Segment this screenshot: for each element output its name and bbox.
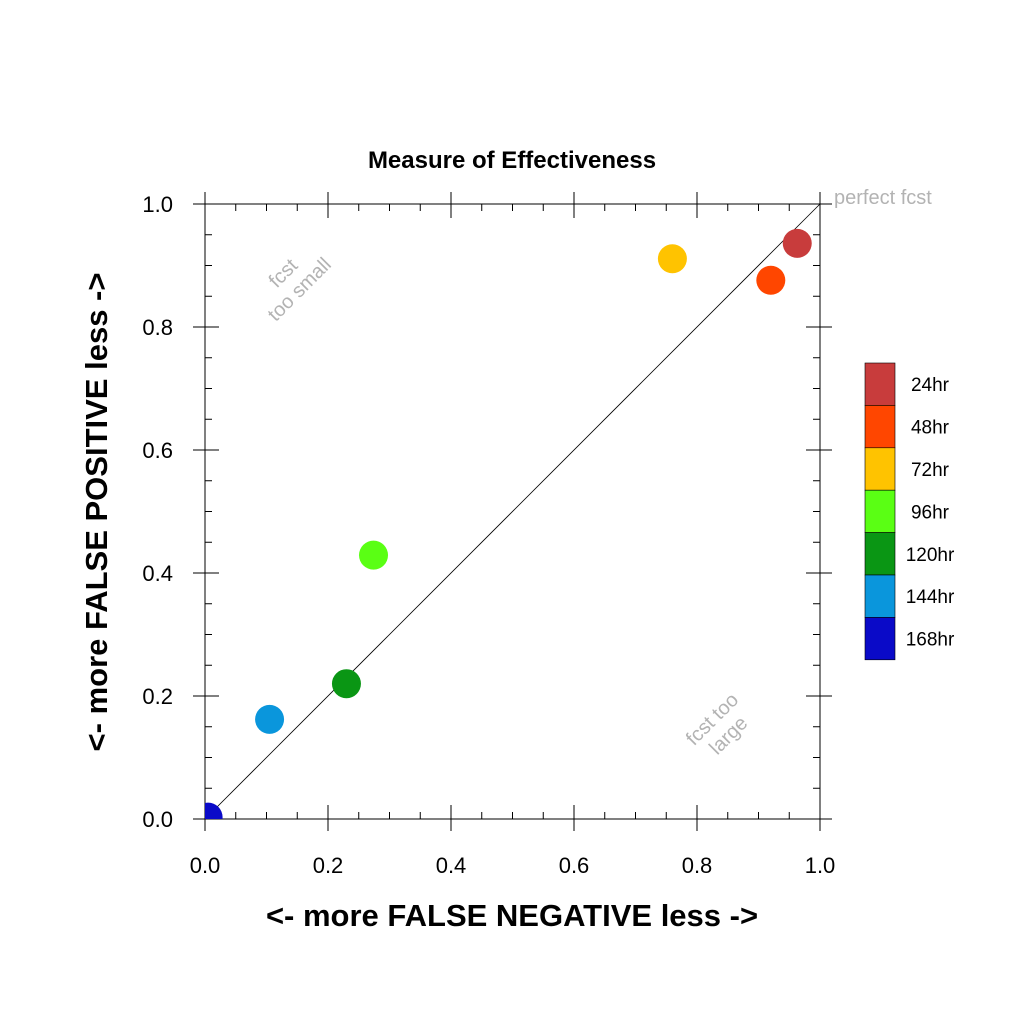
data-point-72hr xyxy=(657,244,687,274)
x-tick-labels: 0.0 0.2 0.4 0.6 0.8 1.0 xyxy=(190,853,836,878)
x-tick-label: 0.8 xyxy=(682,853,713,878)
y-tick-label: 0.0 xyxy=(142,807,173,832)
legend-swatch-48hr xyxy=(864,405,896,449)
legend-label-96hr: 96hr xyxy=(911,502,950,523)
y-tick-labels: 0.0 0.2 0.4 0.6 0.8 1.0 xyxy=(142,192,173,832)
annotation-fcst-too-large: fcst too large xyxy=(682,689,752,759)
legend-swatch-72hr xyxy=(864,447,896,491)
x-tick-label: 0.4 xyxy=(436,853,467,878)
data-point-120hr xyxy=(331,669,361,699)
y-tick-label: 1.0 xyxy=(142,192,173,217)
x-axis-label: <- more FALSE NEGATIVE less -> xyxy=(266,898,758,933)
data-point-144hr xyxy=(255,704,285,734)
data-point-168hr xyxy=(205,802,223,819)
chart-title: Measure of Effectiveness xyxy=(368,147,656,174)
annotation-perfect-fcst: perfect fcst xyxy=(834,187,932,209)
y-tick-label: 0.2 xyxy=(142,684,173,709)
legend-swatch-120hr xyxy=(864,532,896,576)
x-tick-label: 0.0 xyxy=(190,853,221,878)
legend-label-144hr: 144hr xyxy=(906,587,955,608)
axis-ticks xyxy=(193,192,832,831)
legend-label-48hr: 48hr xyxy=(911,418,950,439)
data-point-24hr xyxy=(782,228,812,258)
legend-label-24hr: 24hr xyxy=(911,375,950,396)
y-tick-label: 0.8 xyxy=(142,315,173,340)
data-point-96hr xyxy=(359,540,389,570)
x-tick-label: 0.2 xyxy=(313,853,344,878)
x-tick-label: 1.0 xyxy=(805,853,836,878)
y-tick-label: 0.6 xyxy=(142,438,173,463)
legend-swatch-24hr xyxy=(864,362,896,406)
legend-label-120hr: 120hr xyxy=(906,545,955,566)
perfect-forecast-diagonal xyxy=(204,203,821,820)
legend-swatch-144hr xyxy=(864,574,896,618)
annotation-small-line2: too small xyxy=(264,254,336,326)
legend-label-72hr: 72hr xyxy=(911,460,950,481)
legend: 24hr 48hr 72hr 96hr 120hr 144hr 168hr xyxy=(864,362,955,661)
data-points xyxy=(205,228,812,819)
legend-swatch-96hr xyxy=(864,489,896,533)
legend-label-168hr: 168hr xyxy=(906,630,955,651)
legend-swatch-168hr xyxy=(864,617,896,661)
y-tick-label: 0.4 xyxy=(142,561,173,586)
x-tick-label: 0.6 xyxy=(559,853,590,878)
data-points-clipped xyxy=(205,228,812,819)
data-point-48hr xyxy=(756,265,786,295)
y-axis-label: <- more FALSE POSITIVE less -> xyxy=(79,273,114,752)
annotation-fcst-too-small: fcst too small xyxy=(264,254,336,326)
